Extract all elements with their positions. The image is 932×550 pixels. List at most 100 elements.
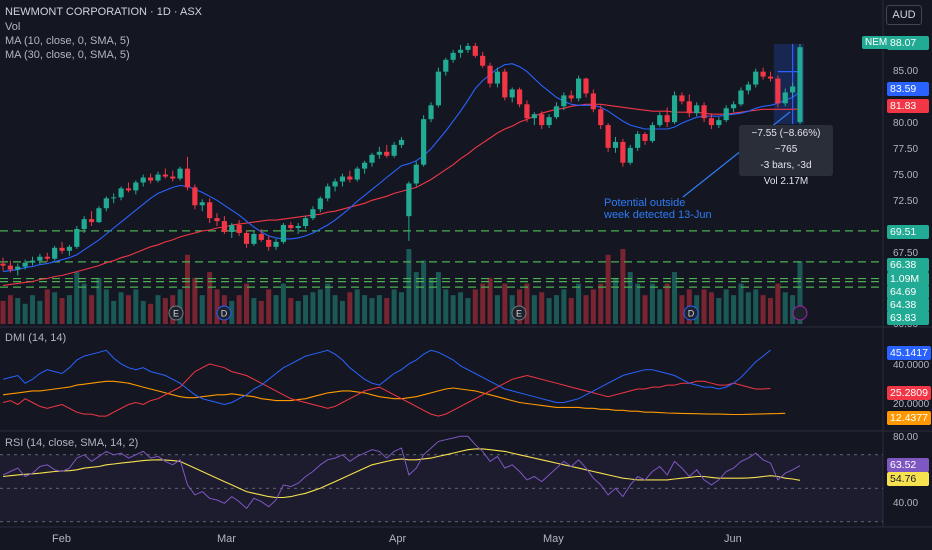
volume-bar bbox=[192, 277, 198, 324]
volume-bar bbox=[561, 289, 567, 324]
candle-body bbox=[487, 65, 493, 84]
measure-tooltip: −7.55 (−8.66%) −765 -3 bars, -3d Vol 2.1… bbox=[739, 125, 833, 187]
volume-bar bbox=[753, 289, 759, 324]
candle-body bbox=[635, 133, 641, 148]
event-marker bbox=[511, 305, 527, 321]
candle-body bbox=[0, 263, 6, 266]
candle-body bbox=[694, 105, 700, 114]
candle-body bbox=[546, 117, 552, 126]
volume-bar bbox=[118, 292, 124, 324]
volume-bar bbox=[362, 295, 368, 324]
volume-bar bbox=[96, 277, 102, 324]
ma10-line bbox=[2, 63, 801, 273]
time-label: Feb bbox=[52, 533, 71, 545]
currency-button[interactable]: AUD bbox=[886, 5, 922, 25]
candle-body bbox=[52, 247, 58, 259]
candle-body bbox=[686, 101, 692, 114]
volume-bar bbox=[103, 289, 109, 324]
volume-bar bbox=[775, 283, 781, 324]
candle-body bbox=[251, 233, 257, 244]
event-marker-label: D bbox=[221, 309, 228, 319]
volume-bar bbox=[140, 300, 146, 324]
volume-bar bbox=[52, 292, 58, 324]
volume-bar bbox=[66, 295, 72, 324]
candle-body bbox=[339, 176, 346, 182]
candle-body bbox=[347, 176, 353, 180]
volume-bar bbox=[303, 295, 309, 324]
volume-bar bbox=[708, 292, 714, 324]
event-marker-label: D bbox=[688, 309, 695, 319]
candle-body bbox=[649, 125, 656, 141]
volume-bar bbox=[480, 283, 486, 324]
level-tag: 64.38 bbox=[887, 298, 929, 312]
candle-body bbox=[59, 247, 65, 251]
time-label: Mar bbox=[217, 533, 236, 545]
volume-bar bbox=[760, 295, 766, 324]
volume-bar bbox=[421, 260, 427, 324]
volume-bar bbox=[531, 295, 537, 324]
candle-body bbox=[88, 219, 95, 223]
volume-bar bbox=[339, 300, 345, 324]
volume-bar bbox=[399, 292, 404, 324]
volume-bar bbox=[229, 300, 235, 324]
volume-bar bbox=[37, 300, 43, 324]
rsi-tick: 40.00 bbox=[893, 498, 919, 509]
candle-body bbox=[612, 141, 619, 148]
volume-bar bbox=[657, 289, 663, 324]
candle-body bbox=[450, 52, 456, 60]
volume-bar bbox=[133, 289, 139, 324]
volume-bar bbox=[731, 295, 737, 324]
volume-bar bbox=[384, 298, 390, 324]
candle-body bbox=[391, 144, 397, 156]
candle-body bbox=[406, 183, 412, 217]
volume-bar bbox=[613, 277, 619, 324]
volume-bar bbox=[465, 298, 471, 324]
candle-body bbox=[22, 262, 28, 267]
volume-bar bbox=[598, 283, 604, 324]
volume-bar bbox=[236, 295, 242, 324]
time-label: May bbox=[543, 533, 564, 545]
candle-body bbox=[767, 76, 774, 79]
volume-bar bbox=[487, 277, 493, 324]
volume-bar bbox=[576, 283, 582, 324]
level-tag: 64.69 bbox=[887, 285, 929, 299]
pattern-annotation-line: week detected 13-Jun bbox=[604, 209, 712, 221]
candle-body bbox=[243, 232, 250, 244]
volume-bar bbox=[30, 295, 36, 324]
measure-change: −7.55 (−8.66%) −765 bbox=[751, 128, 821, 155]
volume-bar bbox=[74, 272, 80, 324]
dmi-minus-tag: 25.2809 bbox=[887, 386, 931, 400]
rsi-label[interactable]: RSI (14, close, SMA, 14, 2) bbox=[5, 437, 139, 449]
volume-bar bbox=[590, 289, 596, 324]
candle-body bbox=[421, 119, 427, 165]
candle-body bbox=[642, 133, 648, 141]
volume-bar bbox=[251, 298, 257, 324]
volume-bar bbox=[716, 298, 722, 324]
candle-body bbox=[457, 49, 464, 53]
candle-body bbox=[37, 256, 43, 261]
candle-body bbox=[155, 174, 161, 181]
candle-body bbox=[790, 86, 796, 93]
volume-bar bbox=[258, 300, 264, 324]
dmi-plus-line bbox=[2, 349, 771, 406]
volume-tag: 1.09M bbox=[887, 272, 929, 286]
indicator-ma10-label[interactable]: MA (10, close, 0, SMA, 5) bbox=[5, 35, 130, 47]
candle-body bbox=[96, 208, 102, 223]
dmi-label[interactable]: DMI (14, 14) bbox=[5, 332, 67, 344]
indicator-vol-label[interactable]: Vol bbox=[5, 21, 21, 33]
volume-bar bbox=[509, 295, 515, 324]
rsi-tick: 80.00 bbox=[893, 432, 919, 443]
candle-body bbox=[730, 104, 737, 109]
candle-body bbox=[576, 78, 582, 99]
volume-bar bbox=[288, 298, 294, 324]
candle-body bbox=[435, 71, 441, 106]
measure-volume: Vol 2.17M bbox=[763, 176, 809, 187]
volume-bar bbox=[782, 292, 788, 324]
level-tag: 63.83 bbox=[887, 311, 929, 325]
indicator-ma30-label[interactable]: MA (30, close, 0, SMA, 5) bbox=[5, 49, 130, 61]
dmi-plus-tag: 45.1417 bbox=[887, 346, 931, 360]
volume-bar bbox=[472, 289, 478, 324]
volume-bar bbox=[310, 292, 316, 324]
volume-bar bbox=[649, 283, 655, 324]
